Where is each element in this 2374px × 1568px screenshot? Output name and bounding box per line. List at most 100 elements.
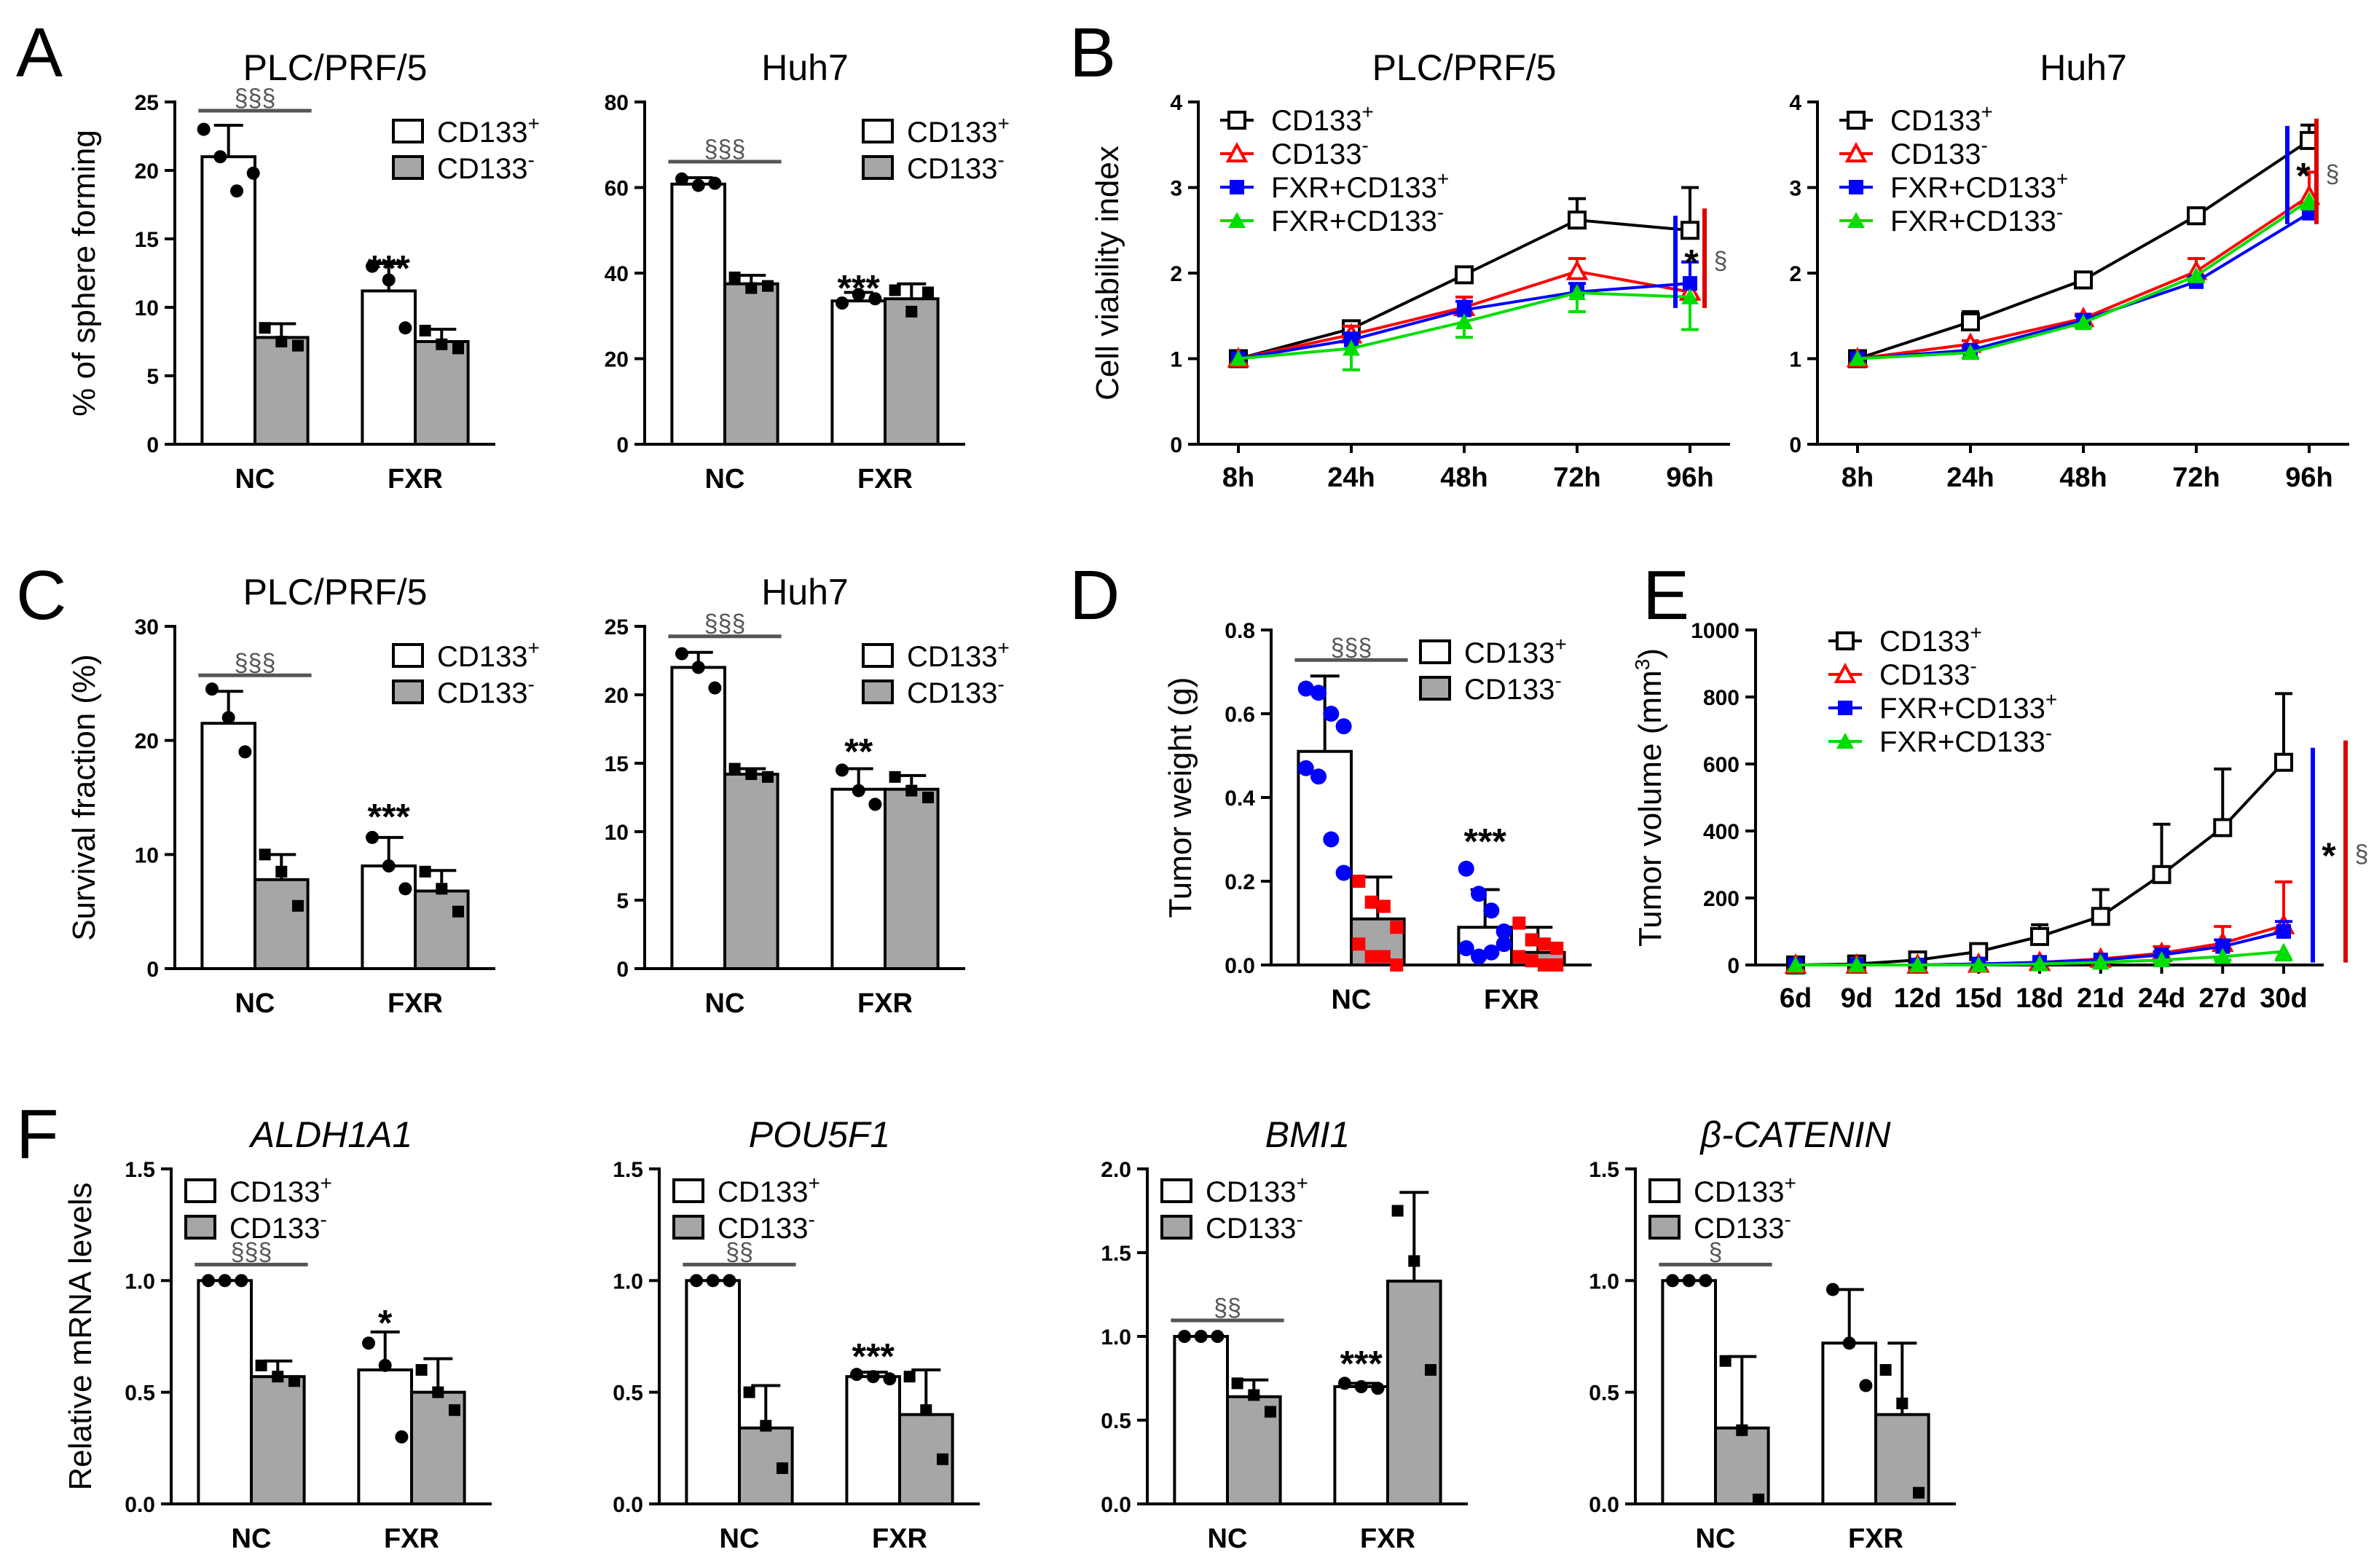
panel-label-a: A (16, 14, 63, 92)
y-tick-label: 0.0 (613, 1493, 643, 1517)
x-category-label: NC (720, 1524, 760, 1554)
chart-c1: 0 10 20 30 PLC/PRF/5 Survival fraction (%) NC F… (66, 572, 540, 1019)
data-point (2275, 942, 2292, 959)
bar (830, 787, 887, 970)
data-point (1483, 902, 1500, 919)
significance-stars: *** (1340, 1344, 1383, 1384)
y-axis-label: Survival fraction (%) (66, 654, 102, 941)
significance-stars: *** (852, 1336, 895, 1377)
data-point (1471, 948, 1487, 965)
data-point (238, 745, 252, 759)
bar (1661, 1279, 1717, 1506)
bar (197, 1279, 253, 1506)
bar (414, 889, 470, 971)
data-point (2214, 948, 2232, 964)
bar (723, 282, 779, 446)
legend-swatch (672, 1215, 704, 1240)
legend-label: CD133- (1271, 134, 1369, 170)
data-point (1335, 718, 1352, 735)
data-point (1970, 956, 1988, 972)
legend-label: CD133+ (1206, 1172, 1308, 1208)
y-tick-label: 80 (605, 91, 629, 115)
data-point (1912, 1486, 1925, 1499)
data-point (728, 763, 741, 775)
y-tick-label: 0 (616, 433, 629, 457)
y-tick-label: 0.0 (1225, 954, 1255, 978)
bar (253, 336, 310, 446)
bar (361, 289, 417, 446)
data-point (905, 305, 918, 318)
y-tick-label: 1.5 (1589, 1158, 1619, 1182)
data-point (1178, 1330, 1192, 1343)
data-point (202, 1274, 216, 1288)
data-point (1826, 1283, 1840, 1296)
y-tick-label: 1.0 (125, 1269, 155, 1293)
data-point (903, 1371, 916, 1383)
bar (670, 666, 727, 971)
legend-swatch (184, 1215, 216, 1240)
legend-label: FXR+CD133- (1879, 722, 2052, 758)
data-point (1565, 259, 1589, 280)
y-tick-label: 10 (135, 296, 159, 320)
y-tick-label: 800 (1703, 686, 1740, 710)
y-tick-label: 2 (1170, 262, 1182, 286)
y-tick-label: 0 (1727, 954, 1740, 978)
data-point (1354, 1380, 1368, 1393)
legend-label: CD133+ (437, 112, 540, 149)
y-tick-label: 15 (605, 752, 629, 776)
legend-label: CD133+ (437, 637, 540, 673)
y-tick-label: 0.5 (1101, 1409, 1131, 1433)
legend-label: CD133- (907, 149, 1005, 185)
data-point (1458, 940, 1474, 956)
data-point (1310, 685, 1327, 701)
significance-label: §§§ (235, 649, 276, 677)
x-category-label: FXR (1484, 985, 1539, 1015)
data-point (850, 1368, 864, 1382)
chart-title: PLC/PRF/5 (1372, 47, 1557, 88)
x-category-label: FXR (1360, 1524, 1415, 1554)
data-point (275, 336, 288, 347)
panel-label-e: E (1643, 556, 1689, 634)
bar (361, 864, 417, 970)
data-point (398, 321, 412, 335)
data-point (259, 848, 271, 861)
data-point (743, 1386, 755, 1398)
data-point (1838, 701, 1852, 715)
y-tick-label: 10 (135, 843, 159, 867)
x-tick-label: 12d (1894, 983, 1941, 1014)
y-tick-label: 4 (1170, 91, 1182, 115)
x-tick-label: 96h (1666, 462, 1713, 493)
y-tick-label: 0.5 (613, 1382, 643, 1406)
y-tick-label: 20 (605, 348, 629, 372)
y-tick-label: 0.0 (1589, 1493, 1619, 1517)
legend-label: CD133+ (229, 1172, 332, 1208)
data-point (419, 865, 431, 878)
data-point (745, 282, 758, 294)
data-point (745, 768, 758, 781)
significance-stars: *** (1464, 822, 1507, 862)
data-point (2030, 926, 2049, 946)
data-point (708, 681, 722, 695)
legend-swatch (672, 1178, 704, 1203)
data-point (1371, 1382, 1385, 1395)
data-point (1264, 1406, 1276, 1418)
y-tick-label: 15 (135, 228, 159, 252)
data-point (1230, 180, 1244, 194)
legend-swatch (392, 155, 424, 180)
data-point (836, 763, 849, 777)
significance-stars: *** (368, 248, 411, 289)
data-point (366, 259, 380, 273)
y-tick-label: 1.5 (613, 1158, 643, 1182)
data-point (1847, 212, 1865, 228)
data-point (2300, 192, 2318, 208)
bar (845, 1375, 902, 1505)
x-category-label: NC (705, 988, 745, 1019)
data-point (1842, 1336, 1856, 1350)
y-axis-label: Cell viability index (1090, 146, 1125, 401)
chart-title: Huh7 (761, 572, 849, 612)
data-point (1297, 680, 1314, 697)
x-tick-label: 6d (1780, 983, 1812, 1014)
y-tick-label: 3 (1789, 177, 1801, 201)
bar (250, 1375, 306, 1505)
y-tick-label: 0 (1170, 433, 1182, 457)
